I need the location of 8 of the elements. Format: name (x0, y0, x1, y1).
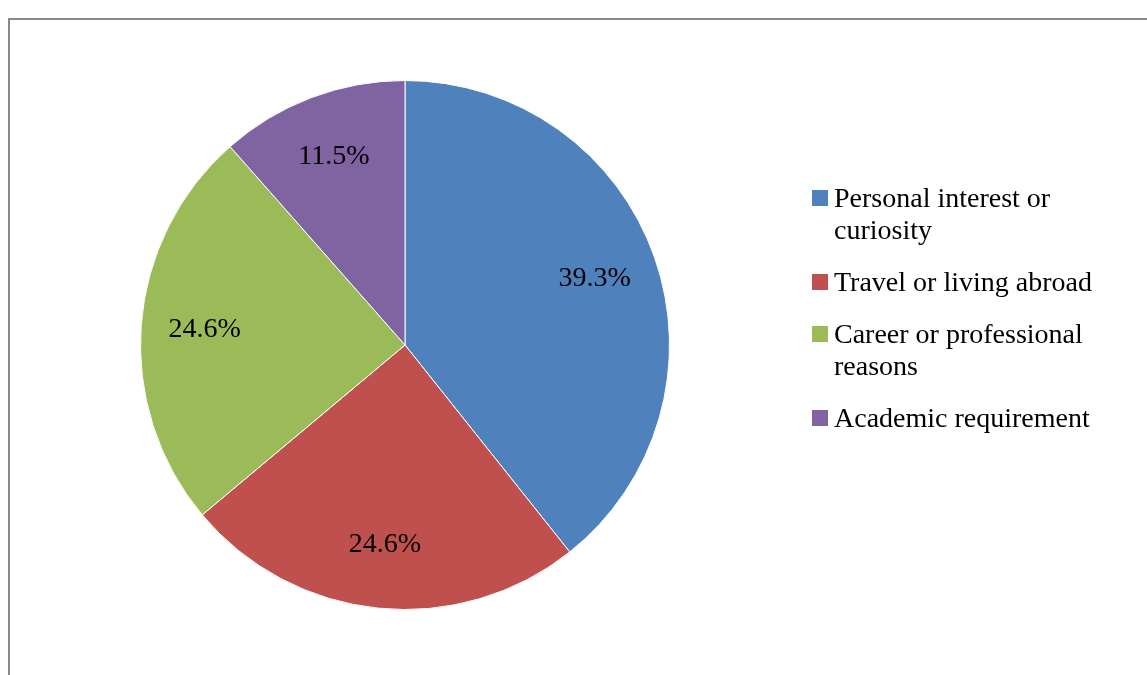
data-label: 24.6% (348, 527, 421, 559)
legend-label: Personal interest or curiosity (834, 182, 1052, 246)
legend-label: Travel or living abroad (834, 266, 1092, 298)
data-label: 39.3% (558, 261, 631, 293)
legend-label: Career or professional reasons (834, 318, 1084, 382)
data-label: 11.5% (298, 139, 370, 171)
legend-label: Academic requirement (834, 402, 1090, 434)
data-label: 24.6% (168, 312, 241, 344)
